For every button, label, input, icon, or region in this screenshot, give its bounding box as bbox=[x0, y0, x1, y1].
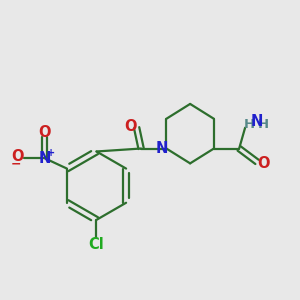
Text: O: O bbox=[38, 125, 51, 140]
Text: O: O bbox=[257, 156, 270, 171]
Text: O: O bbox=[124, 119, 136, 134]
Text: H: H bbox=[244, 118, 255, 130]
Text: O: O bbox=[11, 149, 23, 164]
Text: H: H bbox=[257, 118, 268, 130]
Text: +: + bbox=[47, 148, 55, 158]
Text: N: N bbox=[156, 141, 168, 156]
Text: −: − bbox=[10, 157, 21, 170]
Text: N: N bbox=[250, 114, 262, 129]
Text: N: N bbox=[38, 151, 51, 166]
Text: Cl: Cl bbox=[88, 237, 104, 252]
